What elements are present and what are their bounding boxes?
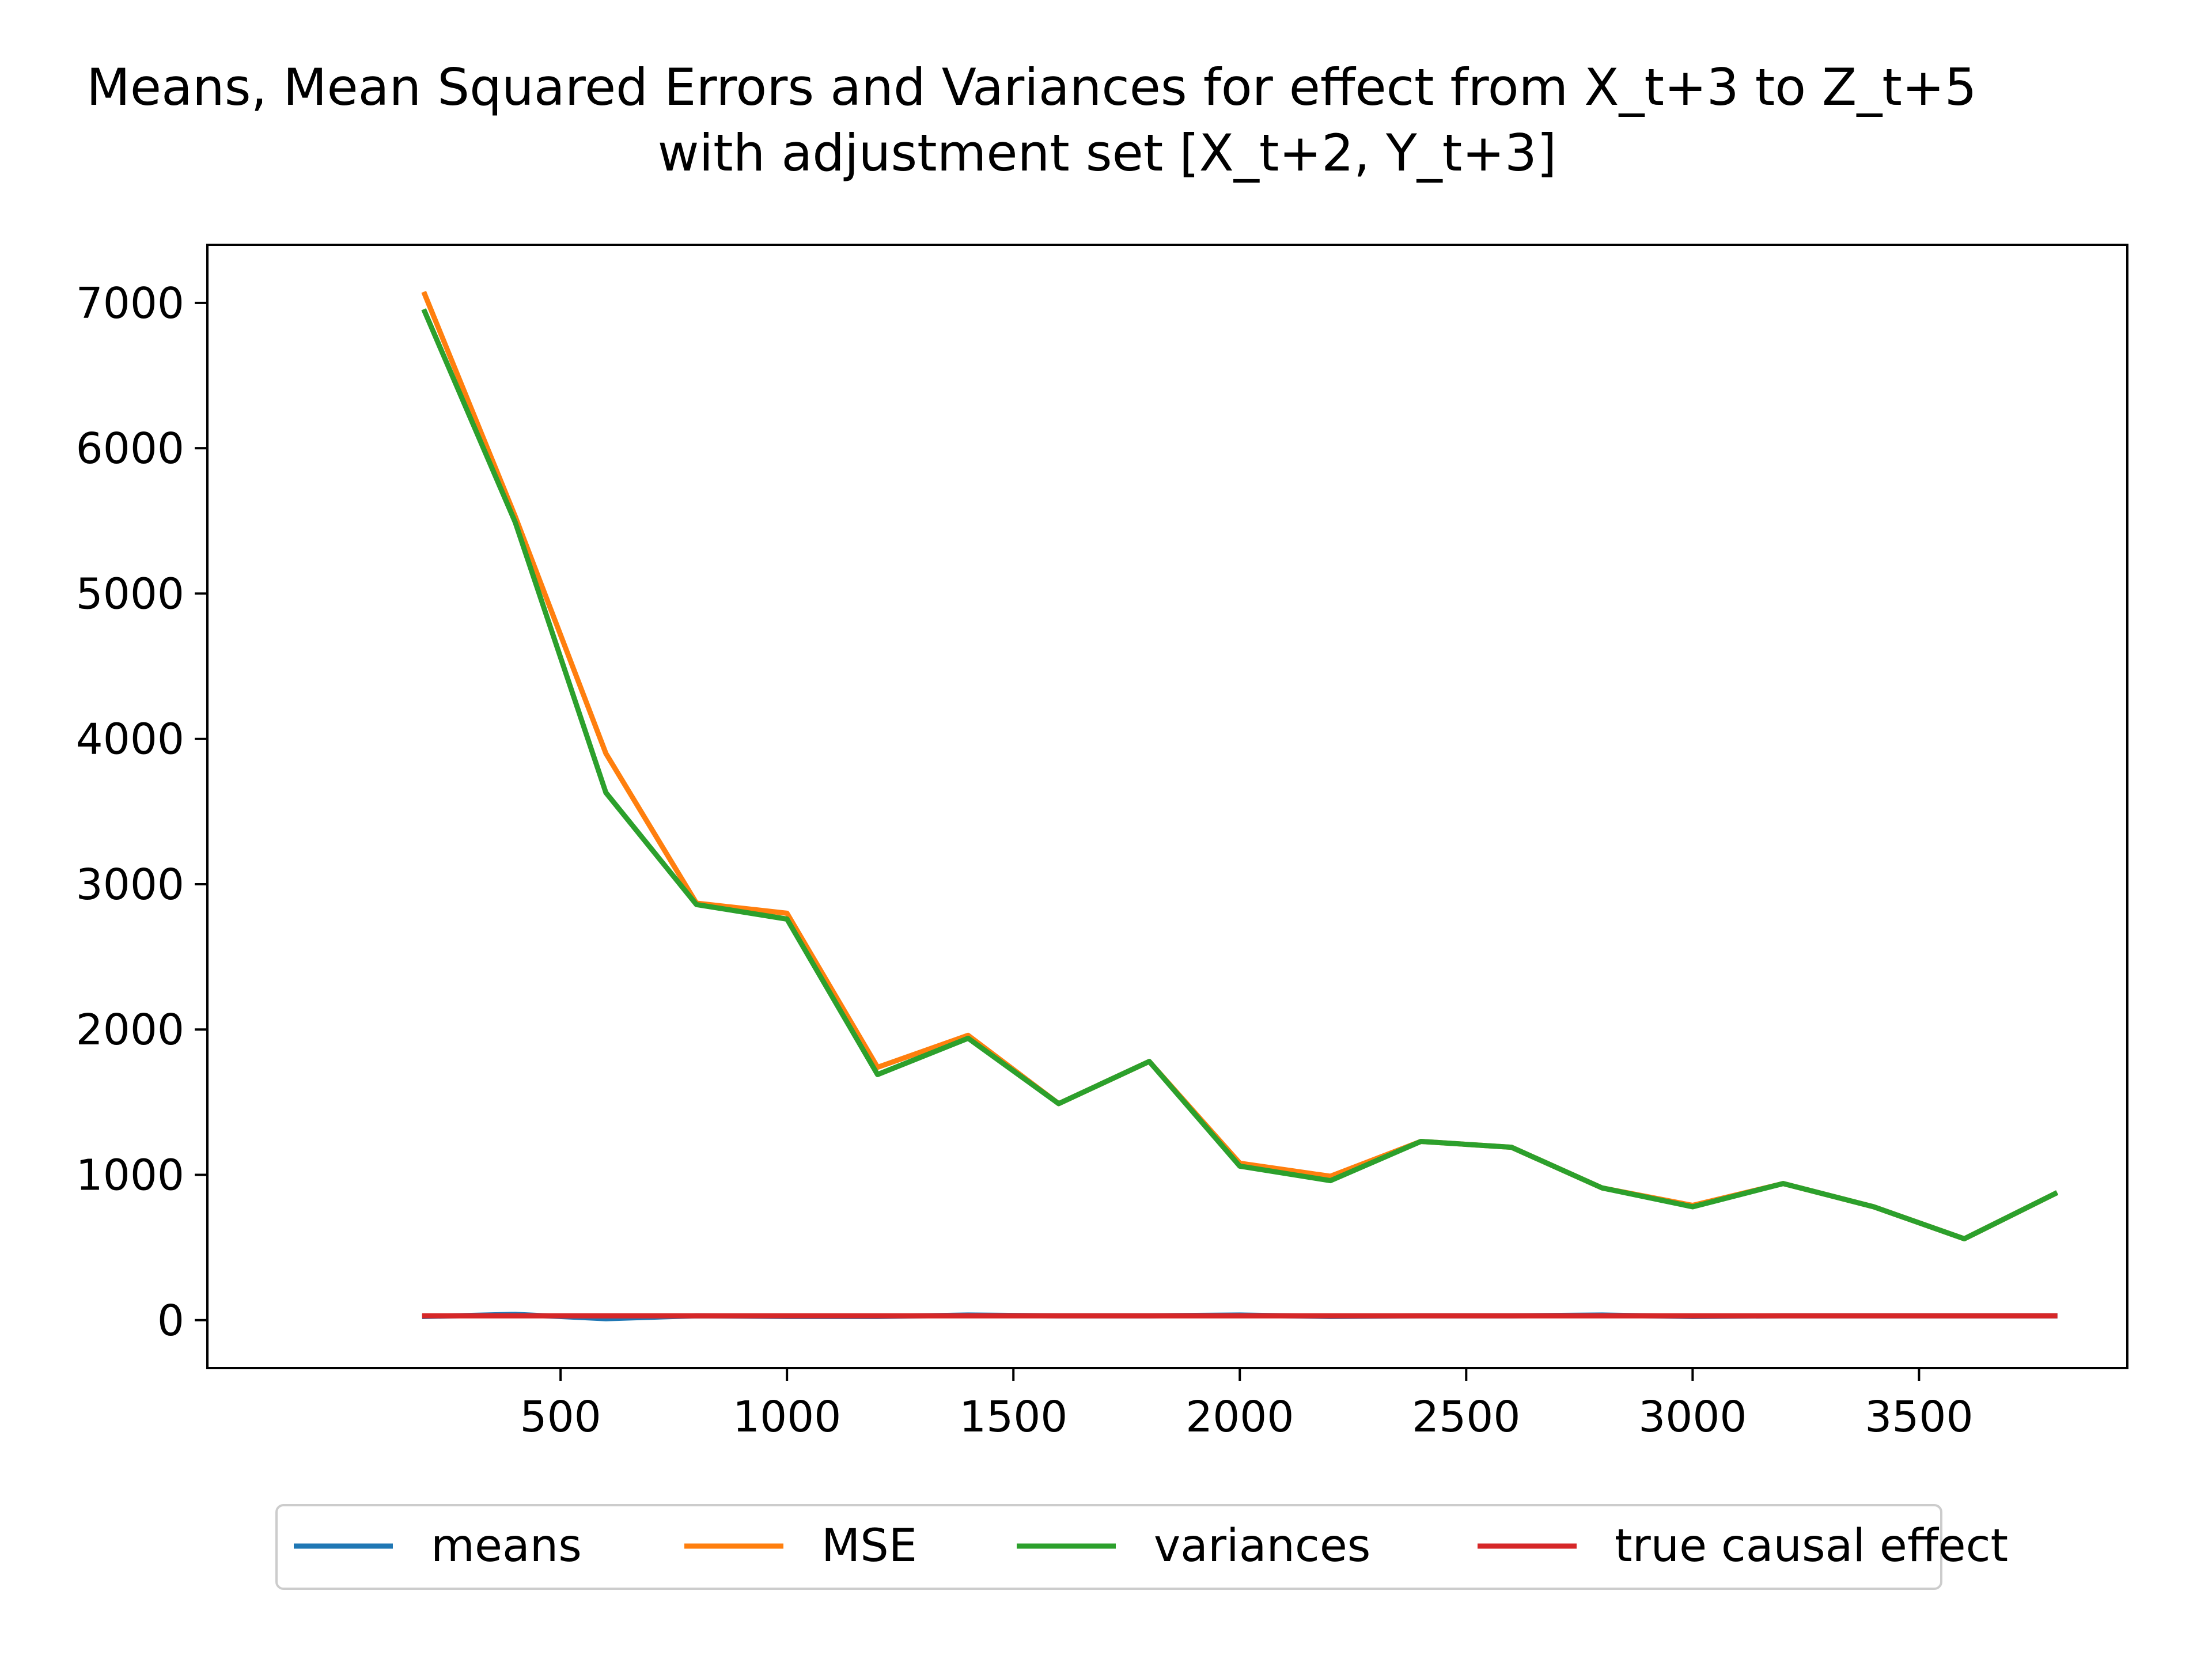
y-tick-label: 7000	[76, 279, 184, 328]
chart-title: Means, Mean Squared Errors and Variances…	[86, 58, 1977, 117]
chart-subtitle: with adjustment set [X_t+2, Y_t+3]	[658, 123, 1557, 183]
y-tick-label: 6000	[76, 424, 184, 474]
y-tick-label: 1000	[76, 1150, 184, 1200]
x-axis: 500 1000 1500 2000 2500 3000 3500	[520, 1368, 1974, 1442]
y-tick-label: 0	[157, 1296, 184, 1346]
plot-area-frame	[206, 244, 2128, 1369]
x-tick-label: 1000	[733, 1392, 841, 1442]
legend-label-variances: variances	[1154, 1520, 1370, 1572]
y-tick-label: 4000	[76, 715, 184, 764]
legend-label-means: means	[431, 1520, 582, 1572]
legend-label-mse: MSE	[821, 1520, 917, 1572]
y-tick-label: 5000	[76, 569, 184, 619]
x-tick-label: 3000	[1638, 1392, 1747, 1442]
series-line-mse	[421, 290, 2059, 1241]
x-tick-label: 2500	[1412, 1392, 1520, 1442]
y-tick-label: 2000	[76, 1005, 184, 1055]
y-axis: 0 1000 2000 3000 4000 5000 6000 7000	[76, 279, 207, 1346]
legend-label-true-causal-effect: true causal effect	[1615, 1520, 2008, 1572]
x-tick-label: 2000	[1185, 1392, 1294, 1442]
x-tick-label: 500	[520, 1392, 601, 1442]
series-line-variances	[421, 308, 2059, 1241]
x-tick-label: 3500	[1865, 1392, 1973, 1442]
y-tick-label: 3000	[76, 860, 184, 910]
series-layer	[421, 290, 2059, 1321]
legend: means MSE variances true causal effect	[275, 1504, 2008, 1590]
x-tick-label: 1500	[959, 1392, 1067, 1442]
